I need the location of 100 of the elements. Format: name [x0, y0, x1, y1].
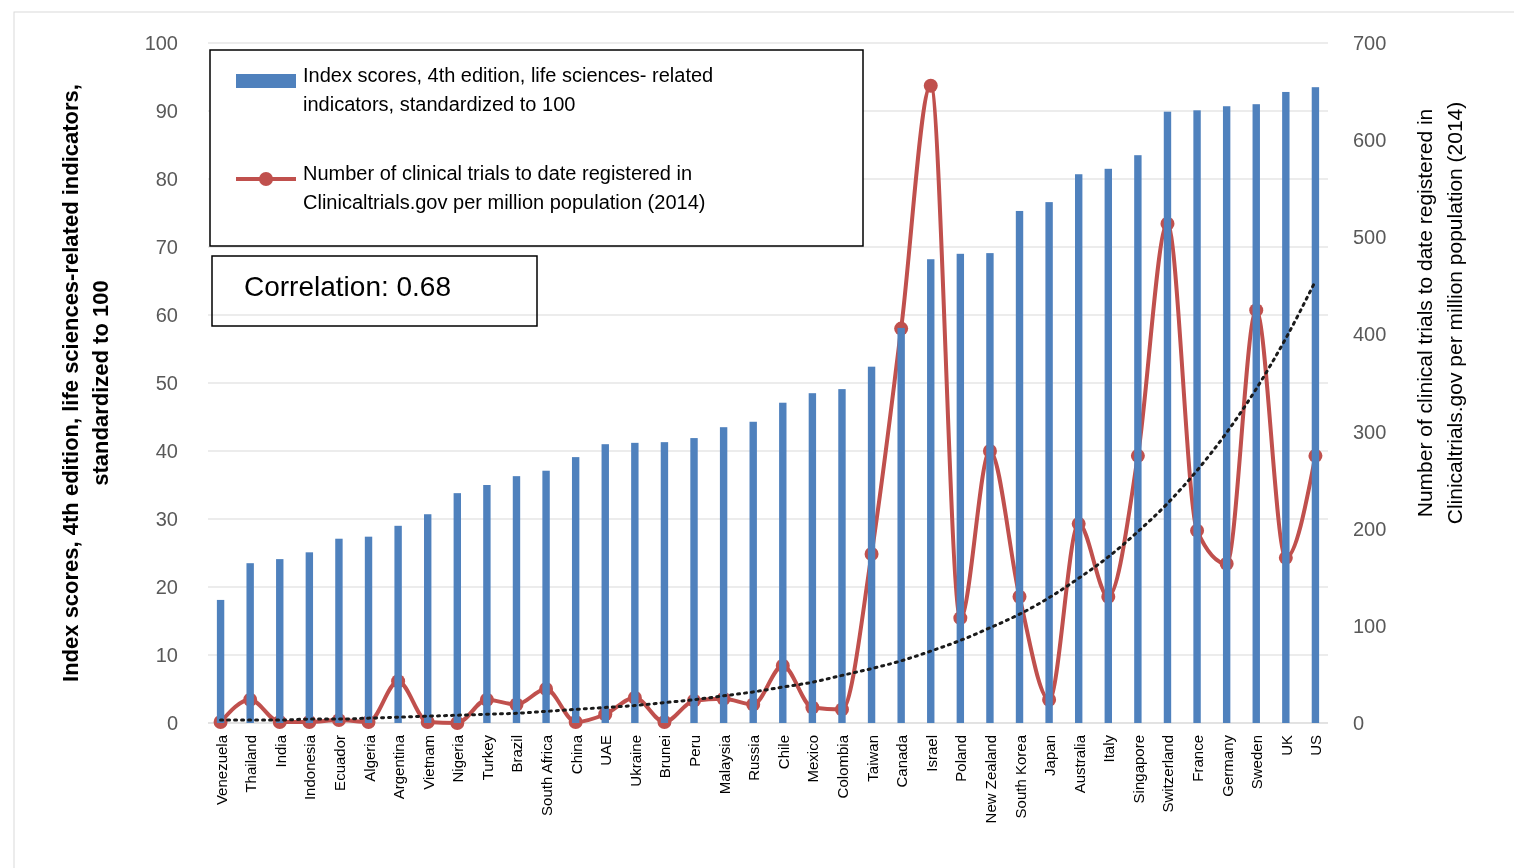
- x-tick-label: Mexico: [804, 735, 822, 783]
- x-tick-label: India: [271, 734, 289, 768]
- x-tick-label: Algeria: [360, 734, 378, 782]
- y-tick-label: 90: [155, 100, 178, 122]
- bar: [897, 327, 905, 723]
- y2-tick-label: 200: [1353, 517, 1387, 540]
- bar: [927, 259, 935, 723]
- x-tick-label: Chile: [774, 735, 792, 770]
- y-tick-label: 0: [166, 712, 178, 734]
- bar: [483, 485, 491, 723]
- x-tick-label: Canada: [893, 734, 911, 788]
- bar: [1104, 168, 1112, 723]
- bar: [453, 493, 461, 723]
- bar: [749, 421, 757, 723]
- x-tick-label: Switzerland: [1159, 735, 1177, 813]
- bar: [512, 476, 521, 723]
- x-tick-label: Ukraine: [626, 735, 644, 787]
- y2-tick-label: 300: [1353, 420, 1387, 443]
- bar: [719, 427, 728, 723]
- x-tick-label: Poland: [952, 735, 970, 782]
- x-tick-label: Sweden: [1248, 735, 1266, 790]
- x-tick-label: Taiwan: [863, 735, 881, 782]
- bar: [1045, 202, 1053, 723]
- x-tick-label: UAE: [597, 735, 615, 766]
- bar: [1222, 106, 1231, 723]
- x-tick-label: Germany: [1218, 734, 1236, 797]
- x-tick-label: Brunei: [656, 735, 674, 779]
- bar: [1163, 111, 1172, 723]
- x-tick-label: Israel: [922, 735, 940, 772]
- bar: [690, 438, 698, 723]
- x-tick-label: New Zealand: [981, 735, 999, 824]
- y-tick-label: 70: [155, 236, 178, 258]
- point: [923, 78, 938, 93]
- bar: [424, 514, 432, 723]
- x-tick-label: Turkey: [478, 734, 496, 781]
- bar: [1311, 87, 1320, 723]
- y-tick-label: 80: [155, 168, 178, 190]
- x-tick-label: Brazil: [508, 735, 526, 773]
- x-tick-label: South Africa: [538, 734, 556, 816]
- bar: [601, 444, 609, 723]
- x-tick-label: Ecuador: [330, 735, 348, 791]
- x-tick-label: China: [567, 734, 585, 775]
- bar: [808, 393, 817, 723]
- y-tick-label: 30: [155, 508, 178, 530]
- y-tick-label: 60: [155, 304, 178, 326]
- y-tick-label: 100: [144, 32, 178, 54]
- x-tick-label: Australia: [1070, 734, 1088, 794]
- bar: [779, 402, 787, 723]
- legend-label: Index scores, 4th edition, life sciences- related indicators, standardized to 100: [303, 64, 714, 115]
- x-tick-label: Vietnam: [419, 735, 437, 790]
- bar: [986, 253, 994, 723]
- x-tick-label: Nigeria: [449, 734, 467, 783]
- y-tick-label: 50: [155, 372, 178, 394]
- x-tick-label: Thailand: [242, 735, 260, 793]
- x-tick-label: Colombia: [833, 734, 851, 799]
- bar: [542, 470, 550, 723]
- annotation: Correlation: 0.68: [244, 271, 452, 302]
- bar: [631, 442, 639, 723]
- x-tick-label: UK: [1277, 735, 1295, 756]
- bar: [1015, 210, 1024, 723]
- y2-tick-label: 100: [1353, 614, 1387, 637]
- x-tick-label: Peru: [686, 735, 704, 767]
- bar: [1193, 110, 1201, 723]
- y2-axis-title: Number of clinical trials to date registered in Clinicaltrials.gov per million population (2014): [1413, 101, 1466, 525]
- y2-tick-label: 400: [1353, 323, 1387, 346]
- x-tick-label: US: [1307, 735, 1325, 756]
- x-tick-label: Russia: [745, 734, 763, 781]
- x-tick-label: France: [1189, 735, 1207, 782]
- y-tick-label: 40: [155, 440, 178, 462]
- y2-tick-label: 600: [1353, 129, 1387, 152]
- bar: [216, 599, 225, 723]
- bar: [335, 538, 343, 723]
- y-axis-title: Index scores, 4th edition, life sciences-related indicators, standardized to 100: [58, 84, 113, 682]
- bar: [1282, 91, 1290, 723]
- bar: [305, 552, 314, 723]
- bar: [1075, 174, 1083, 723]
- x-tick-label: Venezuela: [212, 734, 230, 806]
- bar: [838, 389, 846, 723]
- y2-tick-label: 0: [1353, 712, 1365, 734]
- bar: [276, 559, 284, 723]
- bar: [1252, 104, 1260, 723]
- y2-tick-label: 700: [1353, 32, 1387, 54]
- y-tick-label: 20: [155, 576, 178, 598]
- x-tick-label: Italy: [1100, 734, 1118, 763]
- legend-label: Number of clinical trials to date registered in Clinicaltrials.gov per million population (2014): [303, 162, 706, 213]
- bar: [394, 525, 402, 723]
- bar: [364, 536, 373, 723]
- x-tick-label: Argentina: [390, 734, 408, 800]
- x-tick-label: South Korea: [1011, 734, 1029, 819]
- bar: [660, 442, 669, 723]
- x-tick-label: Indonesia: [301, 734, 319, 801]
- y-tick-label: 10: [155, 644, 178, 666]
- bar: [571, 457, 580, 723]
- x-tick-label: Japan: [1041, 735, 1059, 776]
- bar: [867, 366, 876, 723]
- x-tick-label: Singapore: [1129, 735, 1147, 804]
- bar: [246, 563, 254, 723]
- bar: [956, 253, 965, 723]
- bar: [1134, 155, 1142, 723]
- x-tick-label: Malaysia: [715, 734, 733, 795]
